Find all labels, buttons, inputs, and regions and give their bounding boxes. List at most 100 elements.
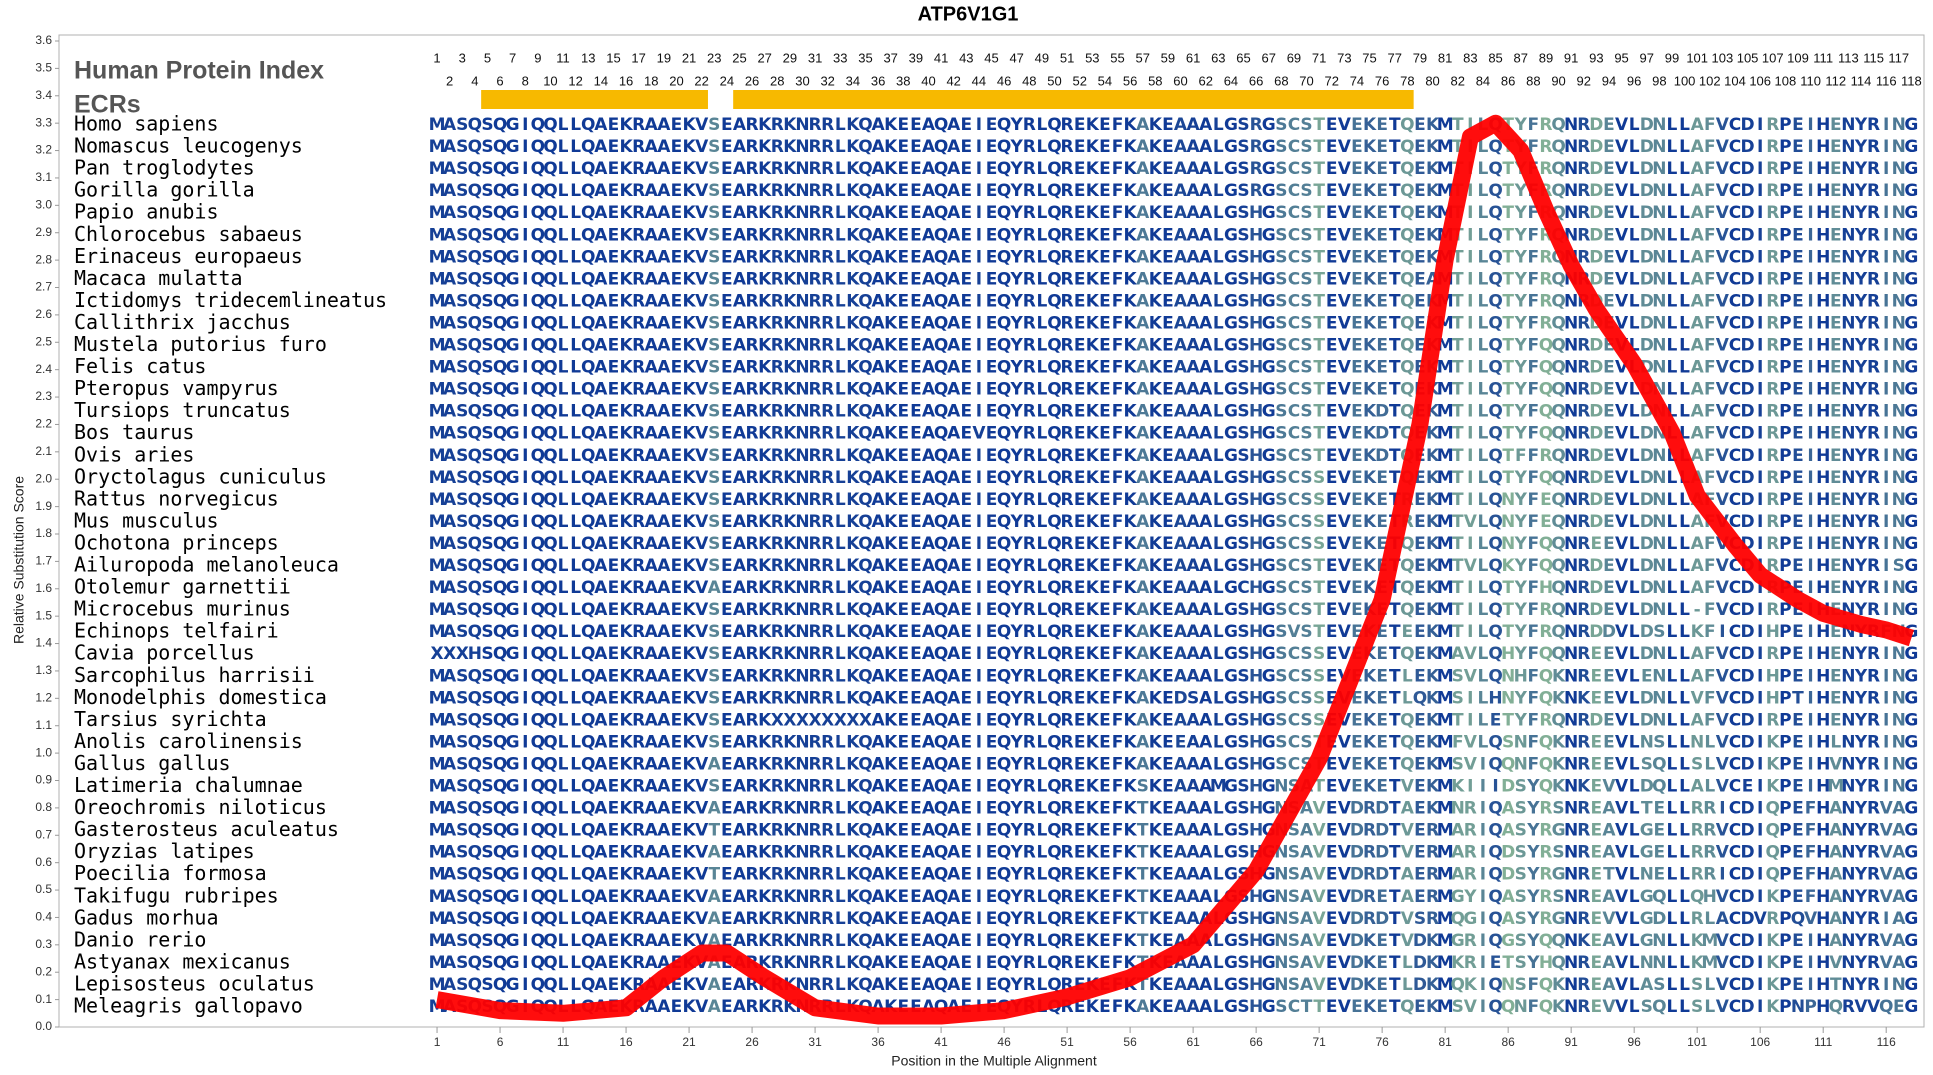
residue: Q	[1047, 358, 1061, 378]
residue: Q	[1766, 865, 1780, 885]
residue: I	[1757, 578, 1763, 598]
residue: A	[947, 600, 961, 620]
residue: N	[1640, 865, 1654, 885]
residue: Q	[468, 710, 482, 730]
index-number: 65	[1236, 50, 1250, 65]
residue: S	[1313, 512, 1325, 532]
residue: L	[1667, 336, 1678, 356]
residue: I	[976, 380, 982, 400]
residue: T	[1313, 203, 1325, 223]
residue: H	[1816, 953, 1830, 973]
residue: L	[1629, 203, 1640, 223]
residue: T	[1452, 556, 1464, 576]
residue: S	[481, 468, 493, 488]
residue: K	[619, 732, 633, 752]
residue: Q	[858, 115, 872, 135]
residue: K	[846, 909, 860, 929]
residue: R	[1023, 115, 1036, 135]
residue: A	[947, 247, 961, 267]
residue: I	[1883, 313, 1889, 333]
residue: E	[1830, 578, 1842, 598]
residue: R	[1577, 402, 1590, 422]
residue: I	[1757, 534, 1763, 554]
residue: E	[897, 644, 909, 664]
index-number: 35	[858, 50, 872, 65]
residue: S	[708, 666, 720, 686]
residue: Q	[1488, 843, 1502, 863]
residue: V	[695, 490, 709, 510]
y-tick-label: 3.5	[35, 61, 52, 75]
residue: V	[1716, 402, 1730, 422]
residue: L	[558, 225, 569, 245]
residue: -	[1694, 600, 1701, 620]
x-tick-label: 46	[997, 1035, 1011, 1049]
residue: I	[1757, 181, 1763, 201]
residue: P	[1779, 336, 1791, 356]
residue: V	[1615, 622, 1629, 642]
residue: A	[947, 291, 961, 311]
residue: A	[1174, 754, 1188, 774]
residue: E	[910, 578, 922, 598]
residue: A	[594, 247, 608, 267]
residue: K	[1124, 732, 1138, 752]
residue: M	[1437, 666, 1454, 686]
residue: V	[1401, 821, 1415, 841]
residue: Y	[1010, 115, 1024, 135]
residue: I	[976, 865, 982, 885]
residue: H	[1703, 887, 1717, 907]
residue: A	[1187, 953, 1201, 973]
residue: Y	[1854, 534, 1868, 554]
residue: E	[960, 137, 972, 157]
residue: E	[1326, 578, 1338, 598]
residue: L	[1667, 777, 1678, 797]
residue: Y	[1854, 380, 1868, 400]
residue: P	[1779, 291, 1791, 311]
residue: Q	[468, 688, 482, 708]
residue: A	[1502, 821, 1516, 841]
residue: L	[1036, 644, 1047, 664]
residue: F	[1704, 710, 1716, 730]
residue: V	[1716, 843, 1730, 863]
residue: L	[570, 931, 581, 951]
sequence: MASQSQG I QQL LQAEKRAAEKVAEARKRKNRRLKQAKEEA…	[429, 953, 1919, 973]
residue: K	[1086, 115, 1100, 135]
y-tick-label: 0.9	[35, 773, 52, 787]
residue: K	[758, 821, 772, 841]
residue: H	[1766, 622, 1780, 642]
residue: K	[682, 225, 696, 245]
residue: G	[1501, 931, 1515, 951]
residue: R	[1023, 534, 1036, 554]
residue: Q	[468, 247, 482, 267]
residue: A	[872, 666, 886, 686]
residue: I	[976, 578, 982, 598]
residue: N	[795, 380, 809, 400]
residue: T	[1313, 578, 1325, 598]
residue: E	[1830, 490, 1842, 510]
residue: N	[795, 203, 809, 223]
residue: F	[1528, 622, 1540, 642]
residue: E	[1162, 578, 1174, 598]
residue: R	[1577, 754, 1590, 774]
residue: K	[884, 269, 898, 289]
residue: R	[809, 688, 822, 708]
residue: Q	[858, 534, 872, 554]
residue: I	[1757, 931, 1763, 951]
residue: K	[619, 424, 633, 444]
residue: E	[986, 247, 998, 267]
residue: Y	[1854, 909, 1868, 929]
residue: V	[1880, 799, 1894, 819]
residue: K	[758, 225, 772, 245]
residue: F	[1528, 402, 1540, 422]
residue: A	[594, 446, 608, 466]
residue: E	[1074, 666, 1086, 686]
residue: D	[1640, 777, 1654, 797]
residue: R	[809, 490, 822, 510]
residue: I	[976, 843, 982, 863]
sequence: MASQSQG I QQL LQAEKRAAEKVSEARKRKNRRLKQAKEEA…	[429, 556, 1919, 576]
residue: E	[721, 710, 733, 730]
residue: E	[1099, 821, 1111, 841]
residue: E	[1074, 291, 1086, 311]
residue: R	[1766, 358, 1779, 378]
residue: A	[443, 424, 457, 444]
residue: N	[1564, 931, 1578, 951]
